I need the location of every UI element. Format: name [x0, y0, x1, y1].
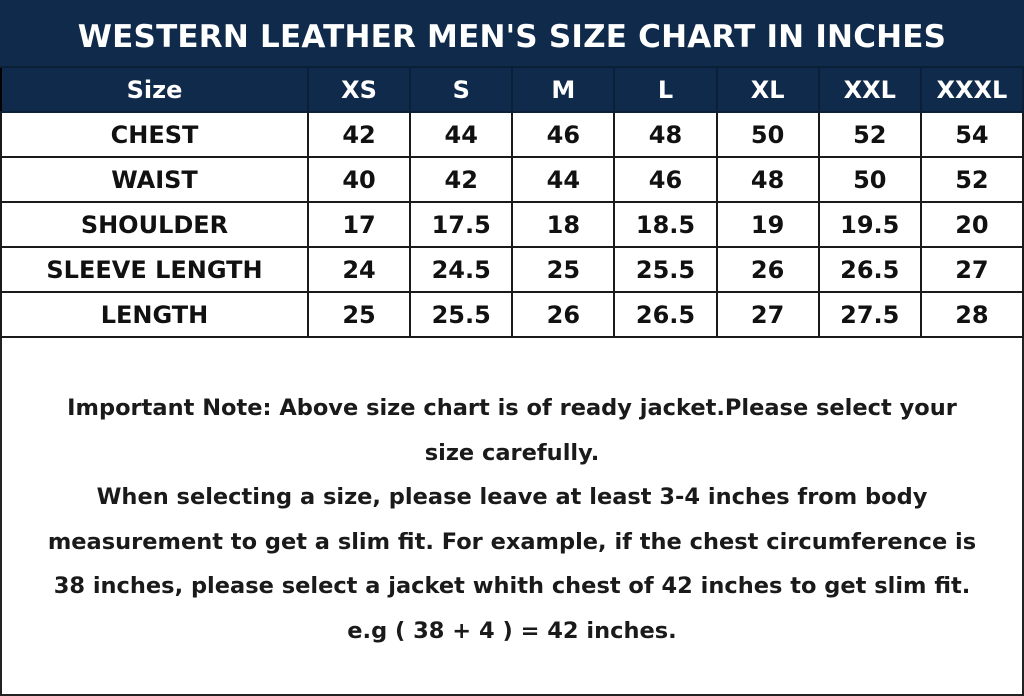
measurement-cell: 40	[306, 156, 412, 203]
size-table: Size XS S M L XL XXL XXXL CHEST 42 44 46 48 5…	[0, 66, 1024, 338]
measurement-cell: 26	[715, 246, 820, 293]
header-cell: XXL	[817, 66, 922, 113]
measurement-cell: 42	[409, 156, 514, 203]
table-row: WAIST 40 42 44 46 48 50 52	[0, 156, 1024, 203]
measurement-cell: 52	[919, 156, 1024, 203]
measurement-cell: 42	[306, 111, 412, 158]
measurement-cell: 25	[306, 291, 412, 338]
note-line: 38 inches, please select a jacket whith …	[53, 573, 971, 599]
measurement-cell: 17	[306, 201, 412, 248]
measurement-cell: 54	[919, 111, 1024, 158]
row-label: SLEEVE LENGTH	[0, 246, 309, 293]
measurement-cell: 20	[919, 201, 1024, 248]
measurement-cell: 26.5	[613, 291, 718, 338]
header-cell: S	[409, 66, 514, 113]
row-label: CHEST	[0, 111, 309, 158]
measurement-cell: 17.5	[409, 201, 514, 248]
header-cell: L	[613, 66, 718, 113]
row-label: SHOULDER	[0, 201, 309, 248]
header-cell: Size	[0, 66, 309, 113]
measurement-cell: 48	[613, 111, 718, 158]
measurement-cell: 19.5	[817, 201, 922, 248]
note-line: Important Note: Above size chart is of r…	[67, 395, 957, 421]
header-cell: XS	[306, 66, 412, 113]
header-cell: XXXL	[919, 66, 1024, 113]
note-line: e.g ( 38 + 4 ) = 42 inches.	[347, 617, 677, 644]
header-row: Size XS S M L XL XXL XXXL	[0, 66, 1024, 113]
measurement-cell: 19	[715, 201, 820, 248]
table-row: LENGTH 25 25.5 26 26.5 27 27.5 28	[0, 291, 1024, 338]
measurement-cell: 50	[817, 156, 922, 203]
measurement-cell: 44	[409, 111, 514, 158]
measurement-cell: 18	[511, 201, 616, 248]
measurement-cell: 48	[715, 156, 820, 203]
measurement-cell: 26.5	[817, 246, 922, 293]
note-line: measurement to get a slim fit. For examp…	[47, 528, 977, 555]
chart-title: WESTERN LEATHER MEN'S SIZE CHART IN INCH…	[0, 0, 1024, 66]
measurement-cell: 46	[613, 156, 718, 203]
important-note: Important Note: Above size chart is of r…	[0, 386, 1024, 653]
measurement-cell: 25.5	[409, 291, 514, 338]
header-cell: M	[511, 66, 616, 113]
note-line: size carefully.	[424, 439, 600, 466]
table-row: CHEST 42 44 46 48 50 52 54	[0, 111, 1024, 158]
measurement-cell: 27	[919, 246, 1024, 293]
measurement-cell: 24.5	[409, 246, 514, 293]
measurement-cell: 44	[511, 156, 616, 203]
measurement-cell: 25.5	[613, 246, 718, 293]
row-label: LENGTH	[0, 291, 309, 338]
measurement-cell: 46	[511, 111, 616, 158]
table-row: SHOULDER 17 17.5 18 18.5 19 19.5 20	[0, 201, 1024, 248]
measurement-cell: 25	[511, 246, 616, 293]
measurement-cell: 18.5	[613, 201, 718, 248]
note-line: When selecting a size, please leave at l…	[96, 484, 928, 510]
table-row: SLEEVE LENGTH 24 24.5 25 25.5 26 26.5 27	[0, 246, 1024, 293]
measurement-cell: 52	[817, 111, 922, 158]
measurement-cell: 27.5	[817, 291, 922, 338]
measurement-cell: 26	[511, 291, 616, 338]
header-cell: XL	[715, 66, 820, 113]
row-label: WAIST	[0, 156, 309, 203]
measurement-cell: 28	[919, 291, 1024, 338]
measurement-cell: 27	[715, 291, 820, 338]
measurement-cell: 50	[715, 111, 820, 158]
measurement-cell: 24	[306, 246, 412, 293]
